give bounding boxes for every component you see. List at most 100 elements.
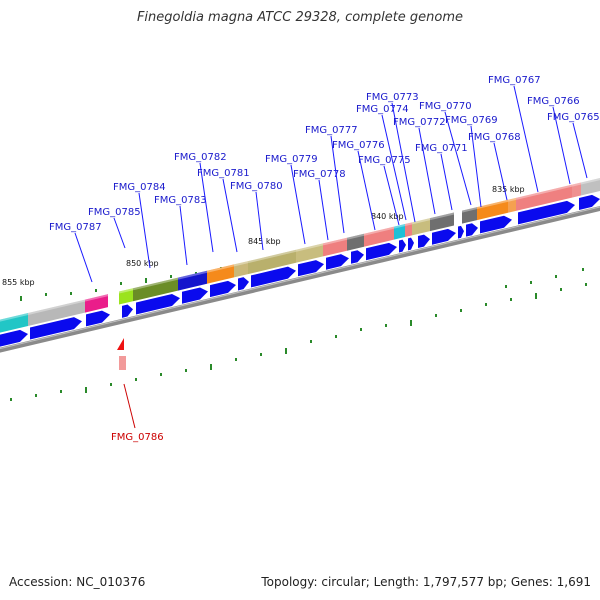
- gene-label-fmg-0770[interactable]: FMG_0770: [419, 101, 472, 112]
- feature-band: [394, 224, 405, 240]
- feature-band-shine: [580, 178, 600, 185]
- scale-label: 845 kbp: [248, 237, 281, 246]
- feature-band: [347, 233, 364, 251]
- feature-band: [477, 199, 508, 221]
- cds-arrow[interactable]: [366, 242, 397, 261]
- tick-mark: [385, 324, 387, 327]
- scale-label: 835 kbp: [492, 185, 525, 194]
- gene-label-fmg-0774[interactable]: FMG_0774: [356, 104, 409, 115]
- feature-band-shine: [132, 277, 179, 291]
- cds-arrow[interactable]: [351, 250, 364, 264]
- leader-line-fmg-0766: [552, 106, 571, 185]
- gene-label-fmg-0767[interactable]: FMG_0767: [488, 75, 541, 86]
- cds-arrow[interactable]: [86, 310, 110, 327]
- gene-label-fmg-0781[interactable]: FMG_0781: [197, 168, 250, 179]
- feature-band: [133, 277, 178, 302]
- scale-label: 840 kbp: [371, 212, 404, 221]
- genome-backbone-highlight: [0, 206, 600, 350]
- feature-band-shine: [571, 182, 582, 187]
- cds-arrow[interactable]: [0, 329, 28, 349]
- feature-band: [296, 243, 323, 263]
- cds-track: [0, 194, 600, 349]
- gene-marker-fmg-0786[interactable]: [117, 338, 124, 350]
- feature-band-shine: [84, 294, 109, 302]
- tick-mark: [435, 314, 437, 317]
- tick-mark: [85, 387, 87, 393]
- feature-band-shine: [393, 224, 406, 229]
- tick-mark: [10, 398, 12, 401]
- tick-mark: [170, 275, 172, 278]
- cds-arrow[interactable]: [458, 225, 464, 239]
- leader-line-fmg-0767: [513, 85, 539, 193]
- gene-label-fmg-0780[interactable]: FMG_0780: [230, 181, 283, 192]
- genome-summary-text: Topology: circular; Length: 1,797,577 bp…: [261, 575, 591, 589]
- gene-label-fmg-0779[interactable]: FMG_0779: [265, 154, 318, 165]
- gene-label-fmg-0786[interactable]: FMG_0786: [111, 432, 164, 443]
- feature-band-shine: [346, 233, 365, 240]
- cds-arrow[interactable]: [408, 237, 414, 251]
- cds-arrow[interactable]: [210, 280, 236, 298]
- feature-band: [462, 207, 477, 224]
- gene-label-fmg-0773[interactable]: FMG_0773: [366, 92, 419, 103]
- tick-mark: [235, 358, 237, 361]
- feature-band-shine: [461, 207, 478, 213]
- leader-line-fmg-0779: [290, 164, 306, 245]
- tick-mark: [505, 285, 507, 288]
- gene-label-fmg-0784[interactable]: FMG_0784: [113, 182, 166, 193]
- cds-arrow[interactable]: [432, 228, 456, 245]
- feature-band: [572, 182, 581, 198]
- tick-mark: [510, 298, 512, 301]
- gene-label-fmg-0777[interactable]: FMG_0777: [305, 125, 358, 136]
- gene-label-fmg-0771[interactable]: FMG_0771: [415, 143, 468, 154]
- tick-mark: [360, 328, 362, 331]
- gene-label-fmg-0787[interactable]: FMG_0787: [49, 222, 102, 233]
- tick-mark: [485, 303, 487, 306]
- tick-mark: [160, 373, 162, 376]
- scale-labels: 855 kbp 850 kbp 845 kbp 840 kbp 835 kbp: [2, 185, 525, 287]
- gene-label-fmg-0785[interactable]: FMG_0785: [88, 207, 141, 218]
- tick-mark: [555, 275, 557, 278]
- cds-arrow[interactable]: [136, 294, 180, 315]
- cds-arrow[interactable]: [326, 254, 349, 270]
- gene-label-fmg-0765[interactable]: FMG_0765: [547, 112, 600, 123]
- cds-arrow[interactable]: [238, 277, 249, 291]
- tick-mark: [335, 335, 337, 338]
- scale-label: 850 kbp: [126, 259, 159, 268]
- cds-arrow[interactable]: [466, 223, 478, 237]
- gene-label-fmg-0768[interactable]: FMG_0768: [468, 132, 521, 143]
- gene-label-fmg-0783[interactable]: FMG_0783: [154, 195, 207, 206]
- gene-label-fmg-0766[interactable]: FMG_0766: [527, 96, 580, 107]
- cds-arrow[interactable]: [518, 200, 575, 225]
- cds-arrow[interactable]: [480, 215, 512, 234]
- feature-band-shine: [233, 261, 249, 267]
- feature-band-shine: [0, 313, 29, 322]
- tick-mark: [60, 390, 62, 393]
- feature-band-shine: [206, 264, 235, 273]
- cds-arrow[interactable]: [399, 239, 406, 253]
- cds-arrow[interactable]: [579, 194, 600, 210]
- gene-label-fmg-0778[interactable]: FMG_0778: [293, 169, 346, 180]
- gene-label-fmg-0782[interactable]: FMG_0782: [174, 152, 227, 163]
- leader-line-fmg-0781: [222, 178, 238, 253]
- cds-arrow[interactable]: [182, 287, 208, 304]
- gene-label-fmg-0772[interactable]: FMG_0772: [393, 117, 446, 128]
- cds-arrow[interactable]: [30, 317, 82, 340]
- cds-arrow[interactable]: [298, 260, 324, 277]
- feature-band-shine: [247, 249, 297, 264]
- tick-mark: [530, 281, 532, 284]
- cds-arrow[interactable]: [418, 234, 430, 248]
- cds-arrow[interactable]: [251, 266, 296, 288]
- leader-line-fmg-0784: [138, 192, 151, 269]
- feature-band: [248, 249, 296, 275]
- leader-line-fmg-0778: [318, 179, 329, 241]
- gene-label-fmg-0776[interactable]: FMG_0776: [332, 140, 385, 151]
- tick-mark: [582, 268, 584, 271]
- cds-arrow[interactable]: [122, 304, 133, 318]
- tick-mark: [585, 283, 587, 286]
- leader-line-fmg-0775: [383, 165, 400, 226]
- gene-label-fmg-0769[interactable]: FMG_0769: [445, 115, 498, 126]
- gene-label-fmg-0775[interactable]: FMG_0775: [358, 155, 411, 166]
- tick-mark: [70, 292, 72, 295]
- leader-line-fmg-0768: [493, 142, 508, 201]
- accession-text: Accession: NC_010376: [9, 575, 146, 589]
